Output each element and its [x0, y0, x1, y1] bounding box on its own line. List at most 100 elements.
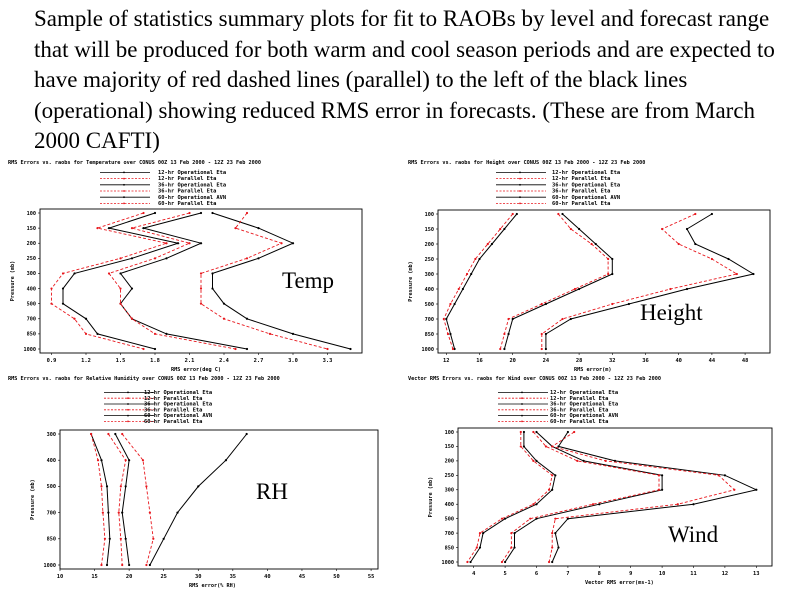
legend-marker — [519, 196, 521, 199]
temp-chart-svg: RMS Errors vs. raobs for Temperature ove… — [8, 160, 363, 372]
data-point — [199, 272, 203, 275]
data-point — [466, 560, 469, 564]
data-point — [148, 511, 151, 514]
data-point — [449, 302, 452, 306]
x-tick-label: 0.9 — [47, 358, 57, 364]
data-point — [199, 211, 203, 215]
y-tick-label: 700 — [425, 317, 434, 323]
x-tick-label: 3.0 — [288, 358, 298, 364]
data-point — [551, 488, 554, 491]
data-point — [245, 347, 249, 351]
data-point — [188, 242, 191, 245]
data-point — [475, 546, 478, 549]
y-tick-label: 100 — [425, 212, 434, 218]
chart-title: RMS Errors vs. raobs for Height over CON… — [408, 160, 645, 166]
y-tick-label: 1000 — [24, 347, 37, 353]
data-point — [557, 445, 560, 448]
data-point — [124, 485, 127, 488]
y-tick-label: 300 — [445, 488, 454, 494]
data-point — [727, 257, 730, 261]
panel-label: Temp — [282, 268, 334, 293]
data-point — [573, 287, 577, 291]
data-point — [268, 332, 272, 335]
data-point — [590, 242, 593, 246]
y-axis-label: Pressure (mb) — [10, 261, 16, 302]
legend-marker — [123, 202, 125, 205]
data-point — [114, 432, 117, 436]
series-line-12-hr-parallel-eta — [443, 213, 514, 350]
data-point — [490, 242, 494, 246]
data-point — [694, 242, 697, 246]
data-point — [522, 445, 526, 448]
data-point — [478, 257, 481, 261]
series-line-60-hr-parallel-eta — [548, 431, 736, 563]
data-point — [349, 347, 352, 351]
legend-entry: 12-hr Operational Eta — [158, 170, 226, 176]
data-point — [119, 302, 122, 305]
data-point — [535, 459, 538, 462]
data-point — [566, 517, 569, 520]
data-point — [598, 503, 601, 506]
x-tick-label: 12 — [443, 358, 450, 364]
data-point — [119, 485, 122, 488]
y-tick-label: 250 — [445, 473, 454, 479]
data-point — [84, 317, 88, 320]
y-tick-label: 700 — [445, 531, 454, 537]
data-point — [611, 302, 614, 306]
data-point — [535, 517, 538, 520]
x-tick-label: 40 — [675, 358, 682, 364]
x-tick-label: 9 — [629, 571, 632, 577]
data-point — [211, 211, 214, 215]
y-tick-label: 250 — [425, 257, 434, 263]
legend-entry: 36-hr Operational Eta — [552, 182, 620, 188]
y-tick-label: 850 — [27, 332, 36, 338]
legend-marker — [521, 403, 523, 405]
data-point — [107, 227, 111, 230]
data-point — [61, 272, 65, 275]
data-point — [503, 347, 506, 351]
data-point — [211, 287, 214, 290]
data-point — [148, 563, 151, 567]
data-point — [445, 317, 448, 321]
y-tick-label: 500 — [27, 301, 36, 307]
data-point — [507, 317, 510, 321]
data-point — [145, 485, 148, 488]
data-point — [522, 430, 526, 434]
y-tick-label: 100 — [27, 211, 36, 217]
data-point — [535, 503, 538, 506]
x-tick-label: 2.7 — [254, 358, 264, 364]
series-line-60-hr-operational-avn — [551, 431, 758, 563]
data-point — [153, 211, 157, 215]
data-point — [100, 459, 103, 462]
panel-label: Height — [640, 300, 703, 325]
data-point — [453, 347, 456, 351]
plot-frame — [437, 209, 771, 354]
data-point — [544, 445, 548, 448]
x-tick-label: 50 — [333, 574, 340, 580]
chart-panel-wind: Vector RMS Errors vs. raobs for Wind ove… — [400, 372, 800, 600]
legend-marker — [127, 414, 129, 417]
data-point — [117, 511, 120, 514]
data-point — [145, 563, 148, 567]
data-point — [142, 347, 145, 351]
legend-marker — [127, 420, 129, 423]
legend-entry: 60-hr Parallel Eta — [550, 419, 608, 425]
y-tick-label: 250 — [27, 256, 36, 262]
legend-marker — [521, 420, 523, 423]
data-point — [291, 332, 295, 335]
data-point — [515, 212, 518, 216]
series-line-36-hr-operational-eta — [119, 212, 248, 350]
x-tick-label: 15 — [91, 574, 98, 580]
chart-title: Vector RMS Errors vs. raobs for Wind ove… — [408, 376, 661, 382]
legend-entry: 60-hr Parallel Eta — [144, 419, 202, 425]
x-axis-label: Vector RMS error(ms-1) — [585, 580, 654, 586]
data-point — [532, 459, 535, 462]
x-tick-label: 20 — [509, 358, 516, 364]
panel-label: Wind — [668, 522, 719, 547]
data-point — [507, 332, 510, 336]
x-tick-label: 48 — [742, 358, 749, 364]
legend-marker — [127, 403, 129, 405]
legend-entry: 36-hr Operational Eta — [158, 182, 226, 188]
legend-entry: 12-hr Operational Eta — [550, 390, 618, 396]
